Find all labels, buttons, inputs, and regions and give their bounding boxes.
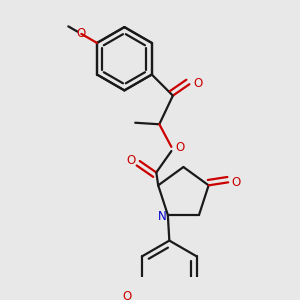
Text: O: O — [193, 77, 202, 90]
Text: O: O — [232, 176, 241, 189]
Text: O: O — [175, 141, 184, 154]
Text: O: O — [77, 27, 86, 40]
Text: N: N — [158, 210, 167, 223]
Text: O: O — [127, 154, 136, 167]
Text: O: O — [122, 290, 131, 300]
